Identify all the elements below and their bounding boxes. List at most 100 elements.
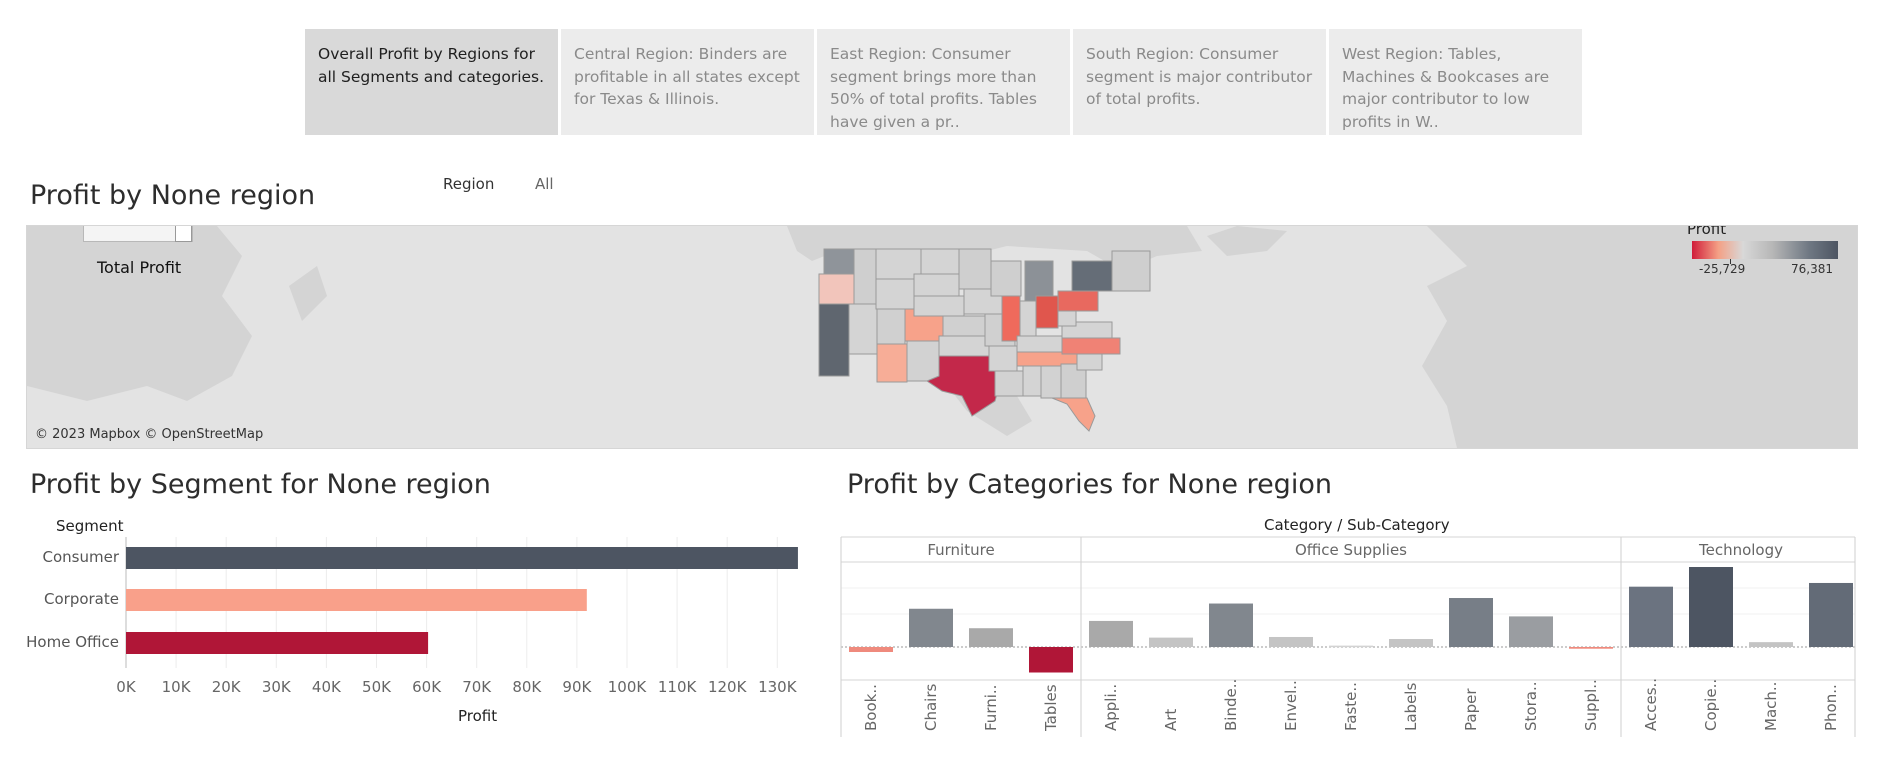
segment-tick-label: 100K <box>607 678 647 696</box>
state-utah <box>876 308 906 345</box>
story-tabs: Overall Profit by Regions for all Segmen… <box>305 29 1582 135</box>
story-tab-overall[interactable]: Overall Profit by Regions for all Segmen… <box>305 29 558 135</box>
subcategory-label: Mach.. <box>1762 681 1780 731</box>
state-pennsylvania <box>1057 290 1099 312</box>
cat-bar <box>969 628 1013 647</box>
segment-category-label: Consumer <box>42 548 120 566</box>
segment-tick-label: 50K <box>362 678 391 696</box>
state-illinois <box>1001 295 1021 342</box>
segment-title: Profit by Segment for None region <box>30 469 491 500</box>
subcategory-label: Faste.. <box>1342 682 1360 731</box>
subcategory-label: Tables <box>1042 684 1060 731</box>
japan-landmass <box>289 266 327 321</box>
subcategory-label: Art <box>1162 708 1180 731</box>
state-arkansas <box>988 345 1018 372</box>
categories-header: Category / Sub-Category <box>1264 516 1450 534</box>
us-states[interactable] <box>27 226 1857 448</box>
subcategory-label: Labels <box>1402 682 1420 731</box>
region-filter-value[interactable]: All <box>535 175 554 193</box>
state-nevada <box>848 303 878 355</box>
segment-bar <box>126 589 587 611</box>
cat-group-label: Office Supplies <box>1294 541 1408 559</box>
profit-color-legend <box>1692 241 1838 259</box>
state-north-carolina <box>1061 337 1121 355</box>
subcategory-label: Appli.. <box>1102 683 1120 731</box>
profit-map[interactable]: Total Profit © 2023 Mapbox © OpenStreetM… <box>26 225 1858 449</box>
state-new-york <box>1071 260 1113 292</box>
region-filter-label: Region <box>443 175 495 193</box>
cat-bar <box>909 608 953 647</box>
state-wyoming <box>875 278 915 310</box>
asia-landmass <box>27 226 252 401</box>
segment-tick-label: 90K <box>562 678 592 696</box>
legend-tick <box>1730 259 1731 264</box>
cat-bar <box>849 647 893 652</box>
segment-tick-label: 130K <box>758 678 797 696</box>
state-oregon <box>818 273 855 305</box>
cat-group-label: Furniture <box>927 541 995 559</box>
state-nebraska <box>913 295 965 317</box>
categories-title: Profit by Categories for None region <box>847 469 1332 500</box>
story-tab-central[interactable]: Central Region: Binders are profitable i… <box>561 29 814 135</box>
map-title: Profit by None region <box>30 180 316 211</box>
segment-tick-label: 30K <box>261 678 291 696</box>
state-michigan <box>1024 260 1054 302</box>
state-idaho <box>853 248 877 305</box>
state-indiana <box>1019 300 1037 340</box>
greenland-landmass <box>1207 226 1287 256</box>
state-kentucky <box>1016 335 1063 353</box>
cat-bar <box>1749 642 1793 647</box>
story-tab-west[interactable]: West Region: Tables, Machines & Bookcase… <box>1329 29 1582 135</box>
map-zoom-slider[interactable] <box>83 226 193 242</box>
segment-tick-label: 10K <box>161 678 191 696</box>
segment-axis-title: Profit <box>458 707 498 725</box>
state-south-dakota <box>913 273 960 297</box>
segment-tick-label: 60K <box>412 678 442 696</box>
cat-bar <box>1029 647 1073 673</box>
segment-tick-label: 110K <box>657 678 697 696</box>
cat-group-label: Technology <box>1698 541 1784 559</box>
total-profit-label: Total Profit <box>97 258 182 277</box>
segment-tick-label: 0K <box>116 678 136 696</box>
subcategory-label: Suppl.. <box>1582 679 1600 731</box>
segment-tick-label: 70K <box>462 678 492 696</box>
map-zoom-thumb[interactable] <box>175 226 192 242</box>
segment-bar <box>126 632 429 654</box>
cat-bar <box>1629 586 1673 647</box>
segment-bar <box>126 547 798 569</box>
state-south-carolina <box>1076 351 1103 371</box>
state-ohio <box>1035 295 1059 329</box>
state-new-mexico <box>906 340 940 382</box>
cat-bar <box>1509 616 1553 647</box>
state-mississippi <box>1022 365 1042 397</box>
canada-landmass <box>787 226 1202 271</box>
legend-max-label: 76,381 <box>1791 262 1833 276</box>
state-louisiana <box>994 370 1024 397</box>
subcategory-label: Acces.. <box>1642 677 1660 731</box>
subcategory-label: Binde.. <box>1222 678 1240 731</box>
state-oklahoma <box>938 335 990 357</box>
map-attribution[interactable]: © 2023 Mapbox © OpenStreetMap <box>35 427 264 442</box>
subcategory-label: Book.. <box>862 684 880 731</box>
cat-bar <box>1389 639 1433 647</box>
legend-min-label: -25,729 <box>1699 262 1746 276</box>
state-washington <box>823 248 855 275</box>
segment-tick-label: 80K <box>512 678 542 696</box>
cat-bar <box>1149 637 1193 647</box>
europe-africa-landmass <box>1422 226 1857 448</box>
cat-bar <box>1089 620 1133 647</box>
segment-tick-label: 40K <box>311 678 341 696</box>
story-tab-south[interactable]: South Region: Consumer segment is major … <box>1073 29 1326 135</box>
subcategory-label: Chairs <box>922 683 940 731</box>
cat-bar <box>1689 567 1733 647</box>
subcategory-label: Paper <box>1462 688 1480 731</box>
state-north-dakota <box>920 248 960 275</box>
state-arizona <box>876 343 908 383</box>
state-california <box>818 303 850 377</box>
state-alabama <box>1040 365 1062 399</box>
story-tab-east[interactable]: East Region: Consumer segment brings mor… <box>817 29 1070 135</box>
cat-bar <box>1449 598 1493 647</box>
segment-category-label: Corporate <box>44 590 119 608</box>
segment-tick-label: 20K <box>211 678 241 696</box>
cat-bar <box>1809 582 1853 647</box>
